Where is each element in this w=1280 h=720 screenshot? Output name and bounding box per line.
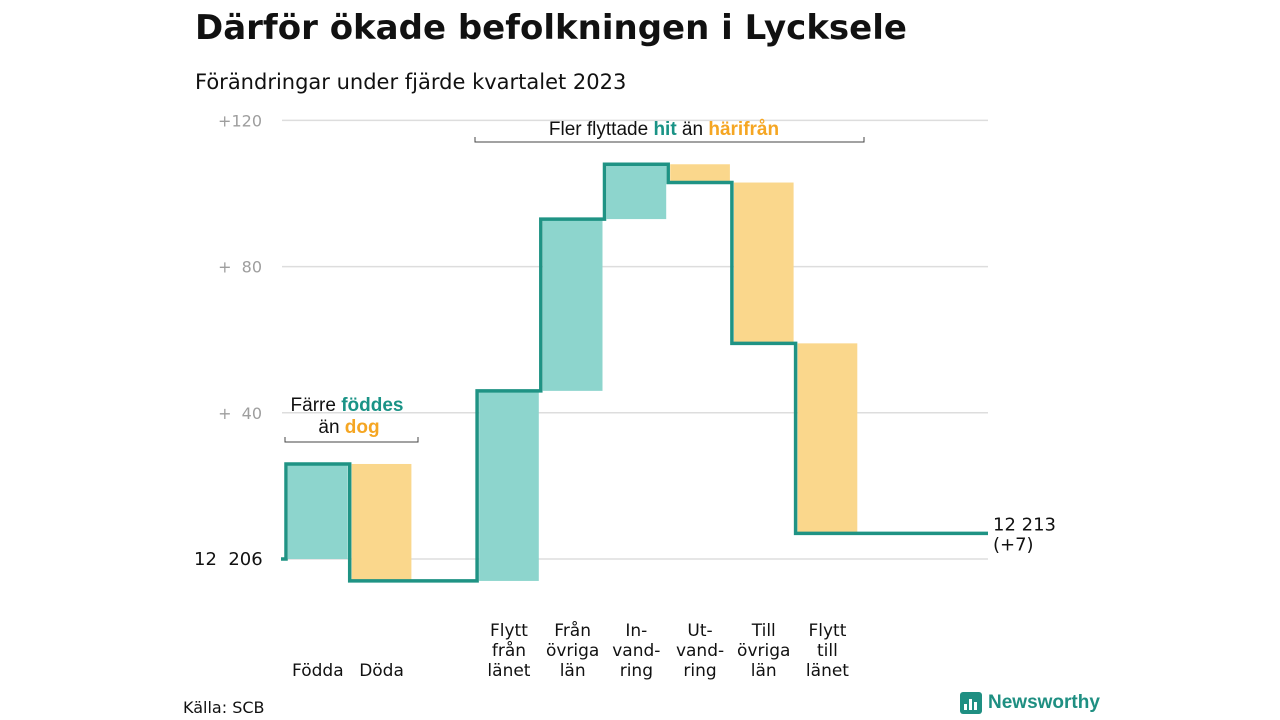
bar-inflow bbox=[288, 463, 348, 559]
annotation-bracket bbox=[284, 437, 419, 443]
x-category-label: Flytt bbox=[808, 621, 846, 641]
brand-name: Newsworthy bbox=[988, 692, 1100, 713]
annotation-text: Fler flyttade hit än härifrån bbox=[549, 119, 779, 140]
x-category-label: Döda bbox=[359, 661, 404, 681]
bar-inflow bbox=[606, 164, 667, 220]
annotation-bracket bbox=[474, 137, 865, 143]
bar-outflow bbox=[670, 164, 730, 183]
x-category-label: län bbox=[751, 661, 777, 681]
end-value-label: (+7) bbox=[993, 534, 1034, 555]
y-tick-label: +120 bbox=[218, 111, 262, 130]
bar-chart-icon bbox=[960, 692, 982, 714]
brand-logo: Newsworthy bbox=[960, 692, 1100, 714]
source-note: Källa: SCB bbox=[183, 698, 265, 717]
x-category-label: länet bbox=[487, 661, 530, 681]
x-category-label: Flytt bbox=[490, 621, 528, 641]
y-tick-label: + 80 bbox=[218, 258, 262, 277]
y-tick-label: + 40 bbox=[218, 404, 262, 423]
chart-subtitle: Förändringar under fjärde kvartalet 2023 bbox=[195, 70, 627, 94]
bar-outflow bbox=[351, 463, 412, 581]
x-category-label: till bbox=[817, 641, 838, 661]
x-category-label: ring bbox=[620, 661, 653, 681]
chart-title: Därför ökade befolkningen i Lycksele bbox=[195, 8, 907, 48]
x-category-label: län bbox=[560, 661, 586, 681]
cumulative-line bbox=[281, 162, 988, 583]
x-category-label: vand- bbox=[676, 641, 724, 661]
bar-outflow bbox=[797, 343, 858, 534]
x-category-label: In- bbox=[625, 621, 647, 641]
x-category-label: Ut- bbox=[687, 621, 712, 641]
end-value-label: 12 213 bbox=[993, 514, 1056, 535]
x-category-label: från bbox=[492, 640, 526, 661]
x-category-label: Födda bbox=[292, 661, 344, 681]
annotation-text: Färre föddes bbox=[291, 395, 404, 416]
x-category-label: övriga bbox=[737, 641, 790, 661]
annotation-text: än dog bbox=[318, 417, 379, 438]
bar-inflow bbox=[479, 390, 539, 581]
x-category-label: ring bbox=[683, 661, 716, 681]
x-category-label: Från bbox=[554, 620, 591, 641]
x-category-label: länet bbox=[806, 661, 849, 681]
baseline-value-label: 12 206 bbox=[194, 549, 263, 570]
x-category-label: Till bbox=[751, 621, 776, 641]
x-category-label: övriga bbox=[546, 641, 599, 661]
bar-outflow bbox=[733, 182, 794, 344]
x-category-label: vand- bbox=[612, 641, 660, 661]
bar-inflow bbox=[542, 219, 603, 391]
